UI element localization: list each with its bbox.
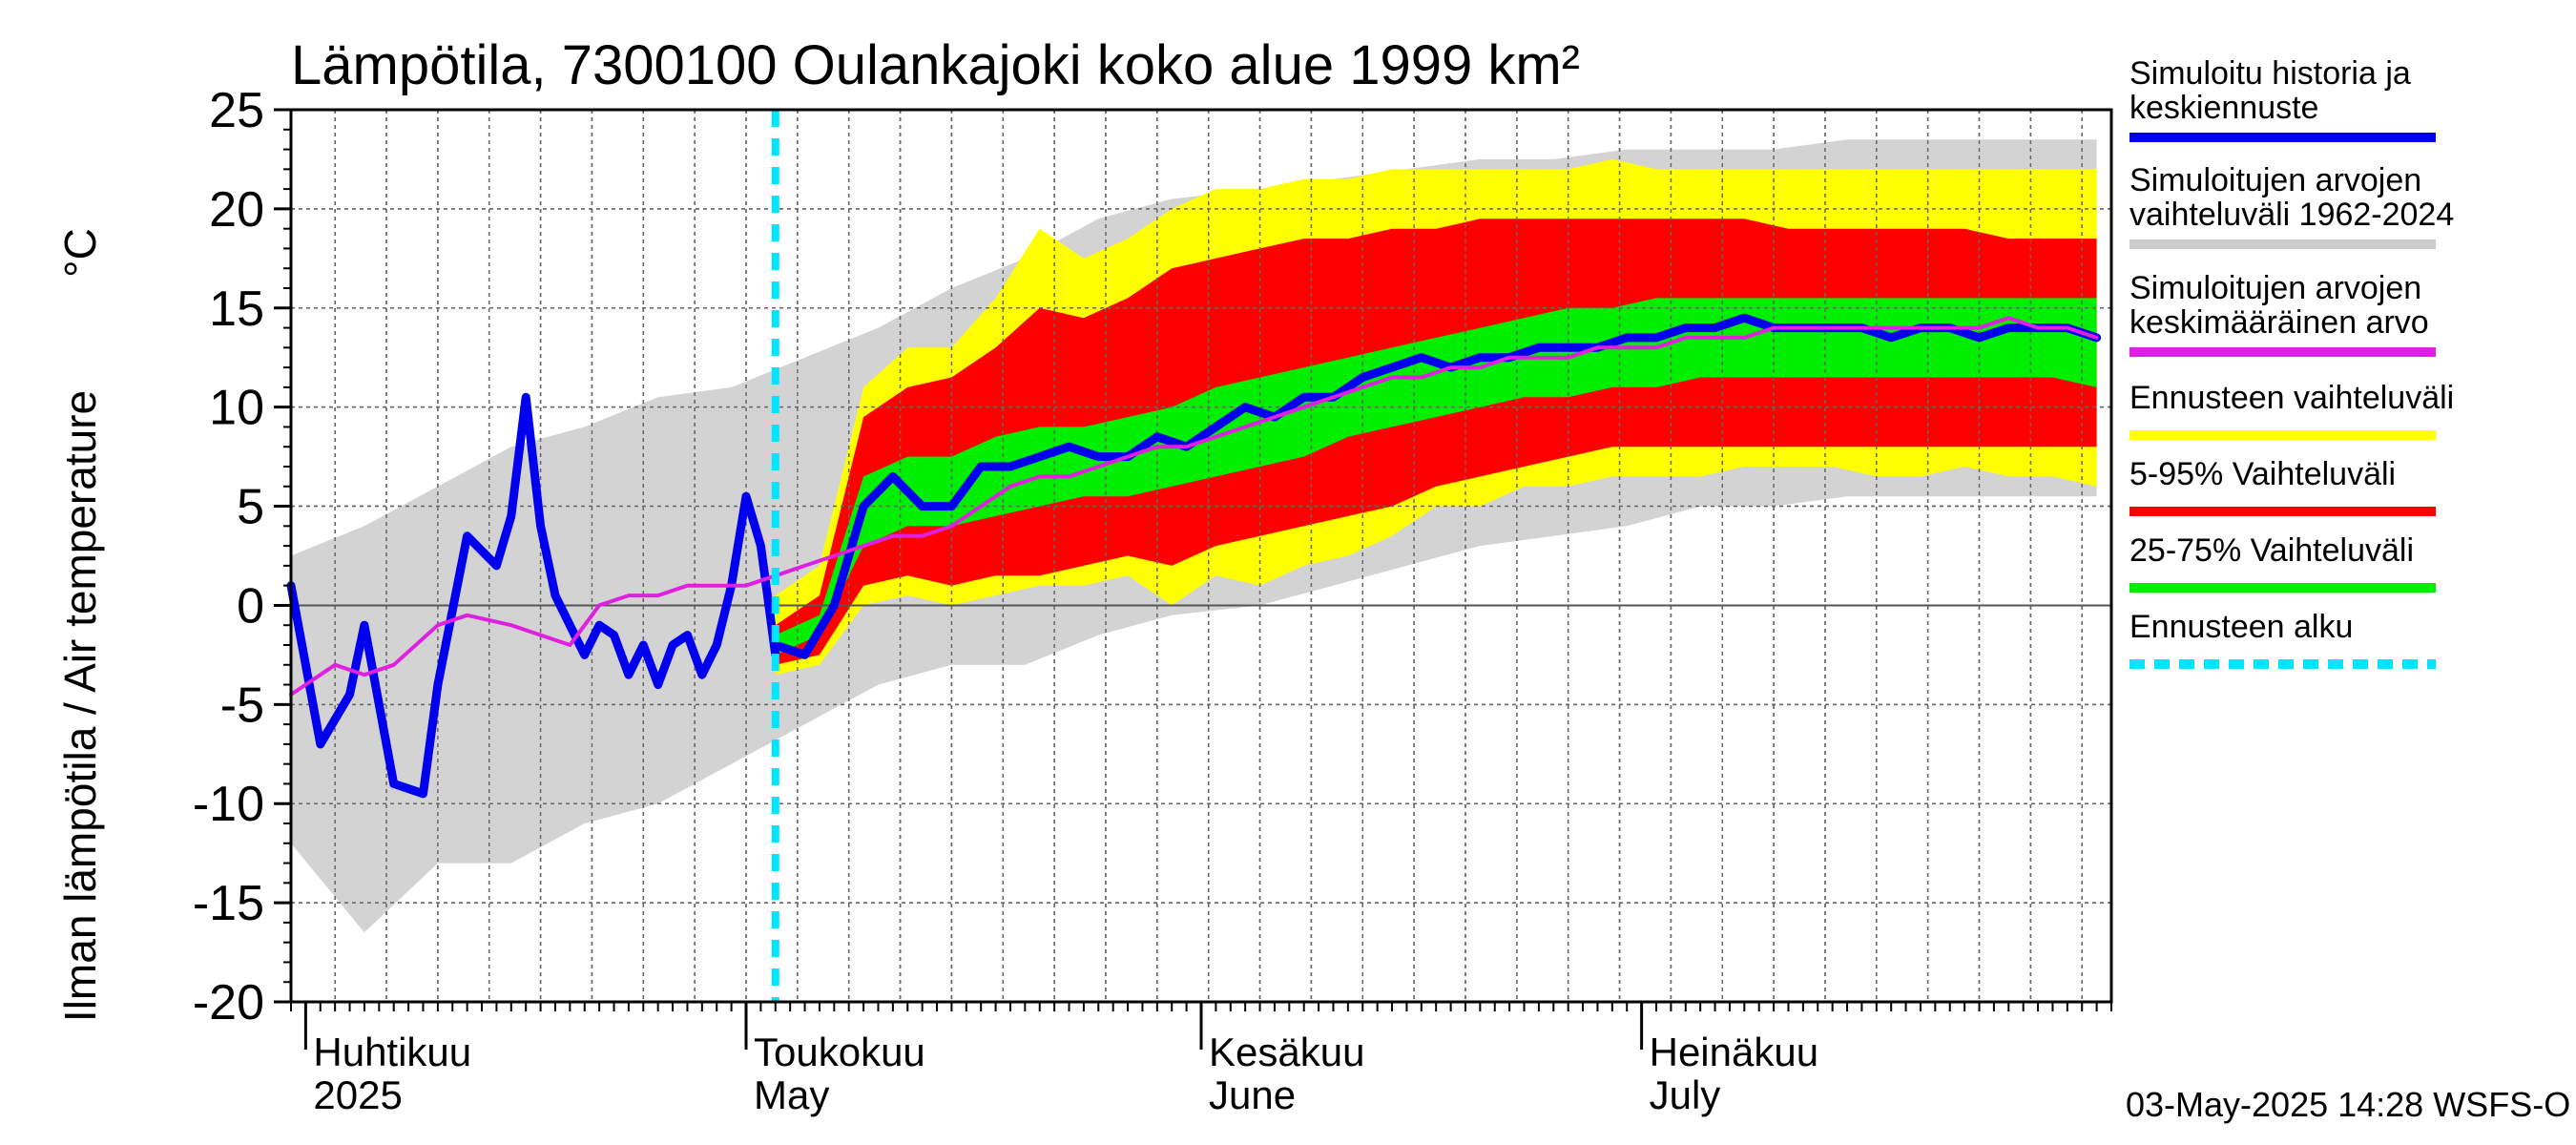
y-tick-label: -15 — [193, 876, 264, 931]
x-month-label: Toukokuu — [754, 1030, 925, 1074]
legend: Simuloitu historia jakeskiennusteSimuloi… — [2129, 55, 2454, 669]
y-tick-label: -10 — [193, 777, 264, 832]
legend-label: Simuloitu historia ja — [2129, 55, 2411, 92]
legend-item: Ennusteen vaihteluväli — [2129, 380, 2454, 440]
x-month-sublabel: 2025 — [313, 1072, 402, 1117]
timestamp: 03-May-2025 14:28 WSFS-O — [2126, 1085, 2570, 1124]
y-tick-label: 10 — [209, 381, 264, 436]
x-month-sublabel: June — [1209, 1072, 1296, 1117]
legend-label: keskimääräinen arvo — [2129, 304, 2429, 341]
x-month-sublabel: May — [754, 1072, 829, 1117]
y-tick-label: 20 — [209, 182, 264, 238]
y-tick-label: 15 — [209, 281, 264, 337]
legend-label: keskiennuste — [2129, 90, 2318, 126]
legend-item: Ennusteen alku — [2129, 609, 2436, 669]
legend-label: 5-95% Vaihteluväli — [2129, 456, 2396, 492]
x-month-label: Kesäkuu — [1209, 1030, 1364, 1074]
legend-label: Ennusteen alku — [2129, 609, 2353, 645]
legend-label: vaihteluväli 1962-2024 — [2129, 197, 2454, 233]
legend-item: 25-75% Vaihteluväli — [2129, 532, 2436, 593]
y-tick-label: -5 — [220, 677, 264, 733]
series-lines — [286, 110, 2102, 1002]
legend-label: 25-75% Vaihteluväli — [2129, 532, 2414, 569]
y-axis-title: Ilman lämpötila / Air temperature — [55, 390, 105, 1022]
y-tick-label: -20 — [193, 975, 264, 1030]
grid-lines — [291, 110, 2111, 1002]
y-tick-label: 5 — [237, 480, 264, 535]
chart-title: Lämpötila, 7300100 Oulankajoki koko alue… — [291, 34, 1580, 96]
legend-label: Simuloitujen arvojen — [2129, 162, 2421, 198]
legend-label: Simuloitujen arvojen — [2129, 270, 2421, 306]
y-axis-ticks: -20 -15 -10 -5 0 5 10 15 20 25 — [193, 83, 291, 1030]
legend-label: Ennusteen vaihteluväli — [2129, 380, 2454, 416]
x-month-label: Heinäkuu — [1650, 1030, 1818, 1074]
x-month-label: Huhtikuu — [313, 1030, 471, 1074]
legend-item: 5-95% Vaihteluväli — [2129, 456, 2436, 516]
history-line — [286, 392, 780, 799]
y-tick-label: 25 — [209, 83, 264, 138]
median-forecast-line — [771, 313, 2102, 659]
y-tick-label: 0 — [237, 578, 264, 634]
x-month-sublabel: July — [1650, 1072, 1721, 1117]
mean-line — [289, 316, 2099, 697]
y-axis-unit: °C — [55, 228, 105, 278]
